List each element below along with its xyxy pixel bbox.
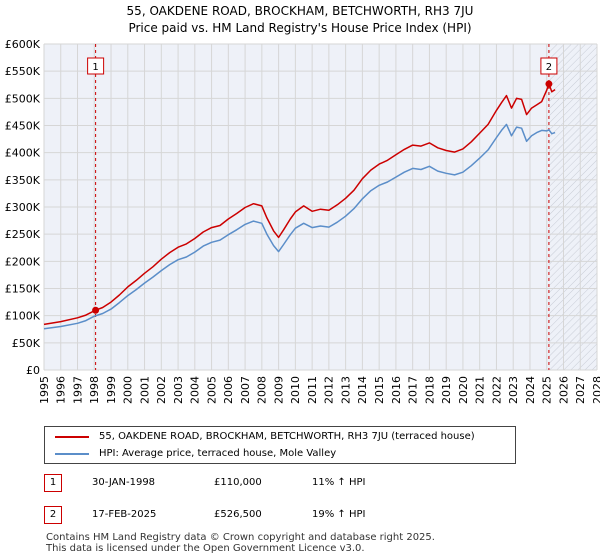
- y-tick-label: £50K: [12, 337, 41, 350]
- x-tick-label: 2008: [256, 376, 269, 404]
- x-tick-label: 2000: [122, 376, 135, 404]
- x-tick-label: 2023: [507, 376, 520, 404]
- y-tick-label: £400K: [5, 147, 41, 160]
- y-tick-label: £500K: [5, 92, 41, 105]
- y-tick-label: £300K: [5, 201, 41, 214]
- x-tick-label: 2026: [557, 376, 570, 404]
- y-axis: £0 £50K £100K £150K £200K £250K £300K £350K £400…: [5, 38, 41, 377]
- x-tick-label: 2002: [155, 376, 168, 404]
- x-tick-label: 2017: [407, 376, 420, 404]
- legend: 55, OAKDENE ROAD, BROCKHAM, BETCHWORTH, …: [44, 426, 516, 464]
- x-tick-label: 2019: [440, 376, 453, 404]
- y-tick-label: £0: [26, 364, 40, 377]
- x-tick-label: 1999: [105, 376, 118, 404]
- x-tick-label: 1996: [55, 376, 68, 404]
- x-tick-label: 2009: [272, 376, 285, 404]
- x-tick-label: 2022: [490, 376, 503, 404]
- footer-copyright: Contains HM Land Registry data © Crown c…: [46, 532, 435, 543]
- series-line: [43, 83, 556, 326]
- x-axis: 1995 1996 1997 1998 1999 2000 2001 2002 2003 2004…: [38, 376, 600, 404]
- x-tick-label: 2013: [339, 376, 352, 404]
- x-tick-label: 2014: [356, 376, 369, 404]
- transaction-number-badge: 1: [44, 474, 62, 492]
- y-tick-label: £100K: [5, 310, 41, 323]
- x-tick-label: 2018: [423, 376, 436, 404]
- hpi-line-swatch: [55, 453, 89, 455]
- transaction-number-badge: 2: [44, 506, 62, 524]
- transaction-date: 17-FEB-2025: [92, 509, 157, 520]
- x-tick-label: 2020: [457, 376, 470, 404]
- x-tick-label: 2015: [373, 376, 386, 404]
- sale-marker-label: 2: [546, 62, 552, 73]
- y-tick-label: £550K: [5, 65, 41, 78]
- y-tick-label: £600K: [5, 38, 41, 51]
- x-tick-label: 2005: [205, 376, 218, 404]
- transaction-price: £526,500: [214, 509, 262, 520]
- sale-point: [92, 306, 100, 314]
- y-tick-label: £450K: [5, 120, 41, 133]
- x-tick-label: 2012: [323, 376, 336, 404]
- x-tick-label: 2004: [189, 376, 202, 404]
- transaction-date: 30-JAN-1998: [92, 477, 156, 488]
- transaction-price: £110,000: [214, 477, 262, 488]
- x-tick-label: 2021: [474, 376, 487, 404]
- footer-licence: This data is licensed under the Open Gov…: [46, 543, 365, 554]
- series-lines: [43, 80, 556, 330]
- x-tick-label: 2024: [524, 376, 537, 404]
- y-tick-label: £200K: [5, 255, 41, 268]
- sale-point: [545, 80, 553, 88]
- x-tick-label: 1997: [71, 376, 84, 404]
- x-tick-label: 2025: [541, 376, 554, 404]
- sale-marker-label: 1: [92, 62, 98, 73]
- x-tick-label: 2016: [390, 376, 403, 404]
- sale-marker-box: [87, 57, 105, 75]
- y-tick-label: £350K: [5, 174, 41, 187]
- property-line-swatch: [55, 436, 89, 438]
- x-tick-label: 2003: [172, 376, 185, 404]
- y-tick-label: £150K: [5, 283, 41, 296]
- x-tick-label: 2010: [289, 376, 302, 404]
- x-tick-label: 2027: [574, 376, 587, 404]
- x-tick-label: 1995: [38, 376, 51, 404]
- x-tick-label: 2028: [591, 376, 600, 404]
- transaction-hpi-diff: 19% ↑ HPI: [312, 509, 366, 520]
- x-tick-label: 1998: [88, 376, 101, 404]
- legend-property-label: 55, OAKDENE ROAD, BROCKHAM, BETCHWORTH, …: [99, 431, 475, 442]
- y-tick-label: £250K: [5, 228, 41, 241]
- x-tick-label: 2006: [222, 376, 235, 404]
- x-tick-label: 2007: [239, 376, 252, 404]
- series-line: [43, 123, 556, 330]
- chart-subtitle: Price paid vs. HM Land Registry's House …: [128, 21, 472, 35]
- x-tick-label: 2011: [306, 376, 319, 404]
- sale-marker-box: [540, 57, 558, 75]
- transaction-hpi-diff: 11% ↑ HPI: [312, 477, 366, 488]
- x-tick-label: 2001: [138, 376, 151, 404]
- legend-hpi-label: HPI: Average price, terraced house, Mole…: [99, 448, 337, 459]
- chart-title: 55, OAKDENE ROAD, BROCKHAM, BETCHWORTH, …: [126, 4, 474, 18]
